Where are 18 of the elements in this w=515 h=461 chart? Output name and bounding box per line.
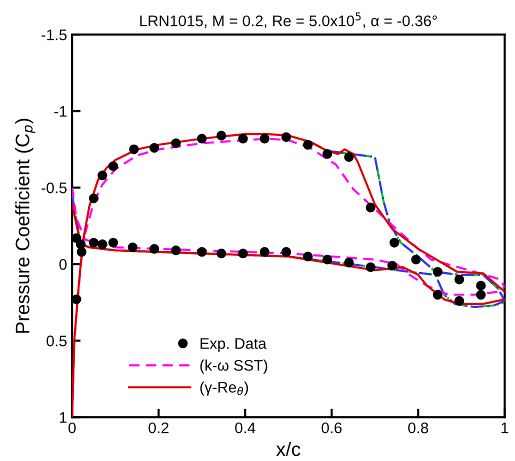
y-tick-label: -1.5 xyxy=(42,30,67,40)
x-tick-label: 0 xyxy=(68,422,76,434)
x-tick-label: 0.8 xyxy=(408,422,428,434)
legend-label: (γ-Re$_{θ}$) xyxy=(200,381,248,396)
y-axis-title: Pressure Coefficient (C$_{p}$) xyxy=(15,118,36,333)
y-tick-label: -0.5 xyxy=(42,182,67,194)
legend-label: (k-ω SST) xyxy=(200,360,268,374)
y-tick-label: 1 xyxy=(60,412,66,423)
y-tick-label: -1 xyxy=(54,106,66,117)
x-tick-label: 0.6 xyxy=(322,422,342,434)
y-tick-label: 0 xyxy=(59,259,67,270)
x-axis-title: x/c xyxy=(276,442,300,456)
x-tick-label: 0.4 xyxy=(235,422,256,434)
legend-label: Exp. Data xyxy=(200,338,266,352)
y-tick-label: 0.5 xyxy=(46,336,67,346)
x-tick-label: 1 xyxy=(502,422,508,434)
chart-title: LRN1015, M = 0.2, Re = 5.0x10$^{5}$, α = -0.36° xyxy=(140,12,437,28)
x-tick-label: 0.2 xyxy=(148,422,168,434)
